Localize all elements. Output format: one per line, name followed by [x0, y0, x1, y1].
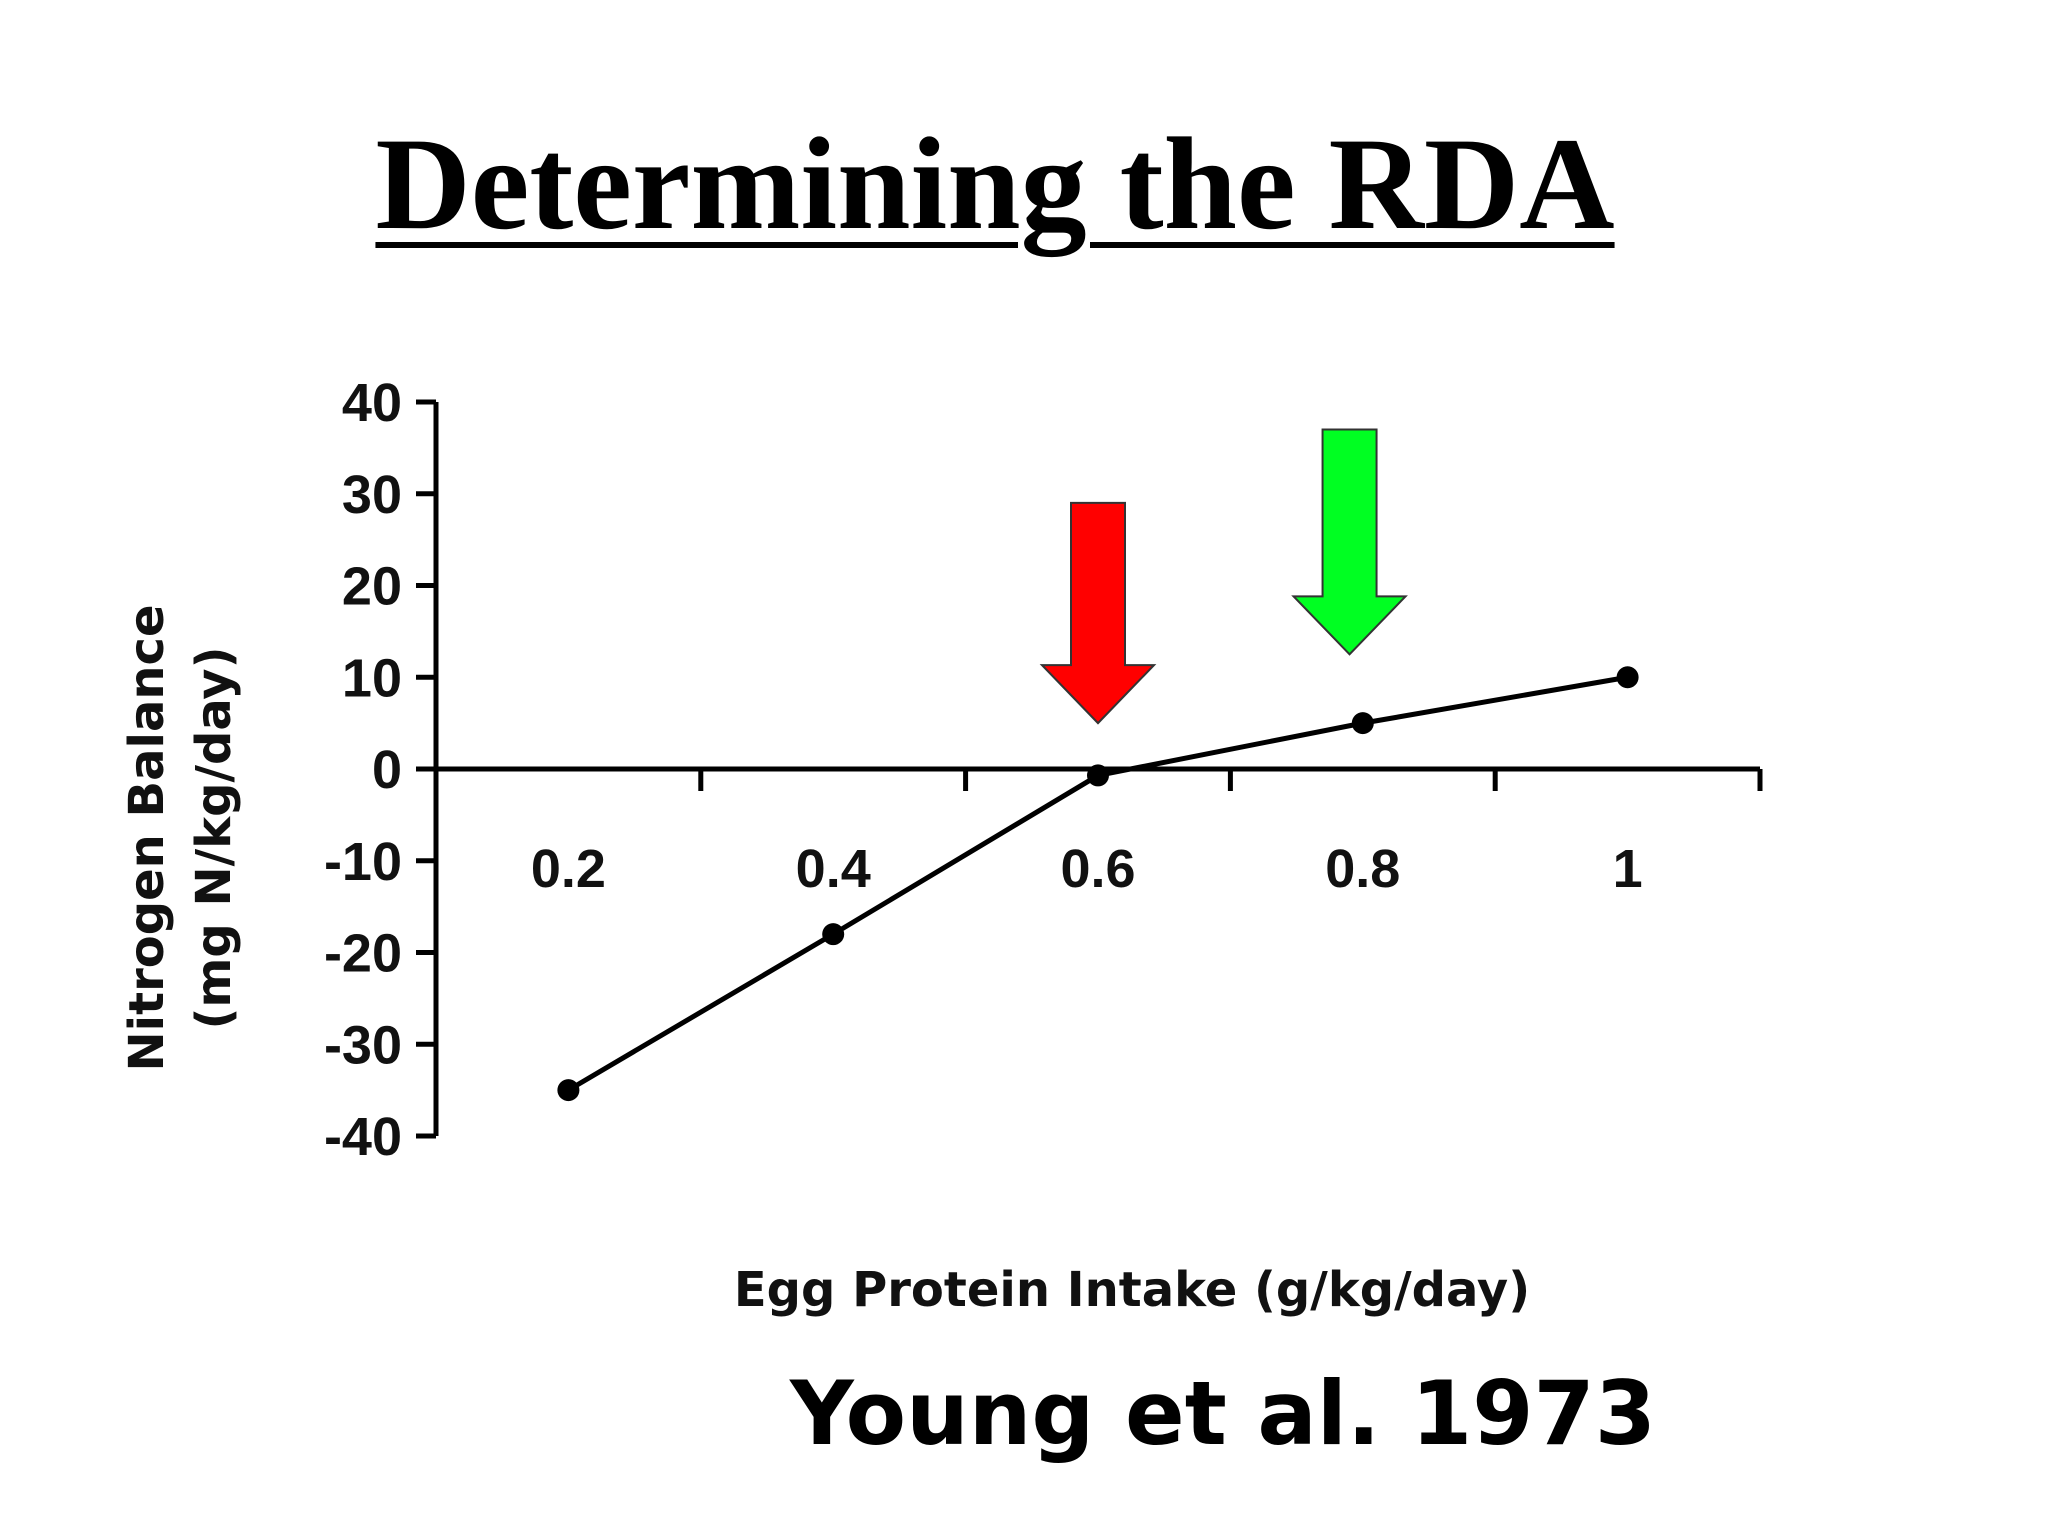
data-point	[1616, 666, 1639, 689]
annotation-arrows	[1039, 428, 1408, 725]
x-tick-label: 0.8	[1325, 839, 1400, 899]
slide-title: Determining the RDA	[375, 110, 1615, 257]
y-axis-title-line1: Nitrogen Balance	[119, 604, 175, 1071]
y-tick-label: -40	[324, 1107, 402, 1167]
y-tick-label: 0	[372, 740, 402, 800]
y-axis-title-line2: (mg N/kg/day)	[186, 646, 242, 1029]
data-point	[1087, 764, 1109, 787]
y-tick-label: 40	[342, 373, 402, 433]
data-point	[557, 1079, 580, 1102]
x-tick-label: 0.6	[1060, 839, 1135, 899]
data-point	[1351, 712, 1374, 735]
tick-labels: 40 30 20 10 0 -10 -20 -30 -40 0.2 0.4 0.6 0.8 1	[324, 373, 1643, 1167]
y-tick-label: -20	[324, 924, 402, 984]
data-point	[822, 923, 845, 946]
y-tick-label: 10	[342, 648, 402, 708]
x-tick-label: 0.2	[531, 839, 606, 899]
y-tick-label: 30	[342, 465, 402, 525]
y-tick-label: -30	[324, 1015, 402, 1075]
y-tick-label: -10	[324, 832, 402, 892]
x-tick-label: 1	[1613, 839, 1643, 899]
series-line	[557, 666, 1639, 1102]
citation: Young et al. 1973	[790, 1362, 1656, 1465]
green-arrow	[1291, 428, 1408, 656]
x-axis-title: Egg Protein Intake (g/kg/day)	[734, 1262, 1530, 1318]
y-tick-label: 20	[342, 557, 402, 617]
red-arrow	[1039, 501, 1157, 725]
x-tick-label: 0.4	[796, 839, 871, 899]
